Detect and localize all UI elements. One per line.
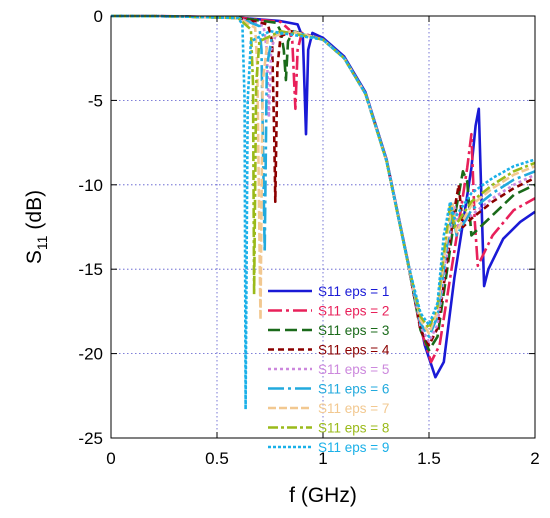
y-tick-label: 0 <box>94 7 103 26</box>
y-axis-label-unit: (dB) <box>23 190 46 230</box>
axis-ticks: 0 0.5 1 1.5 2 0 -5 -10 -15 -20 -25 <box>78 7 539 468</box>
svg-text:S11(dB): S11 (dB) <box>23 190 50 264</box>
series-line-eps-9 <box>110 14 536 411</box>
legend-entry: S11 eps = 5 <box>318 362 389 377</box>
x-tick-label: 0 <box>106 449 115 468</box>
y-axis-label-subscript: 11 <box>34 235 50 250</box>
y-axis-label: S11 (dB) <box>23 190 50 264</box>
data-series <box>110 14 536 411</box>
x-tick-label: 2 <box>530 449 539 468</box>
y-tick-label: -5 <box>88 91 103 110</box>
legend-entry: S11 eps = 9 <box>318 440 389 455</box>
legend: S11 eps = 1 S11 eps = 2 S11 eps = 3 S11 eps… <box>268 284 390 455</box>
legend-entry: S11 eps = 1 <box>318 284 389 299</box>
legend-entry: S11 eps = 2 <box>318 304 389 319</box>
legend-entry: S11 eps = 8 <box>318 421 389 436</box>
x-tick-label: 0.5 <box>205 449 229 468</box>
y-tick-label: -10 <box>78 176 103 195</box>
x-tick-label: 1 <box>318 449 327 468</box>
legend-entry: S11 eps = 4 <box>318 343 390 358</box>
y-tick-label: -25 <box>78 429 103 448</box>
legend-entry: S11 eps = 3 <box>318 323 389 338</box>
x-axis-label: f (GHz) <box>289 484 357 507</box>
y-tick-label: -20 <box>78 345 103 364</box>
legend-entry: S11 eps = 6 <box>318 382 389 397</box>
y-axis-label-main: S <box>23 250 46 264</box>
legend-entry: S11 eps = 7 <box>318 401 389 416</box>
x-tick-label: 1.5 <box>417 449 441 468</box>
y-tick-label: -15 <box>78 260 103 279</box>
